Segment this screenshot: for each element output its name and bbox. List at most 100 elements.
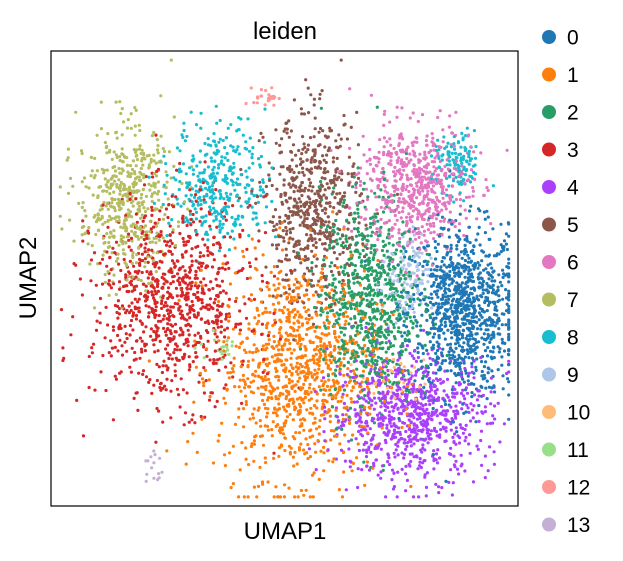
point-4 bbox=[441, 409, 445, 413]
point-1 bbox=[342, 356, 346, 361]
point-4 bbox=[492, 450, 496, 454]
point-3 bbox=[210, 391, 214, 395]
point-0 bbox=[500, 284, 504, 288]
point-2 bbox=[356, 211, 360, 215]
point-1 bbox=[292, 348, 296, 352]
point-3 bbox=[128, 259, 132, 263]
point-6 bbox=[389, 155, 393, 159]
point-2 bbox=[310, 261, 314, 265]
point-2 bbox=[391, 352, 395, 356]
point-1 bbox=[249, 380, 253, 384]
point-0 bbox=[454, 346, 458, 350]
point-2 bbox=[326, 311, 330, 315]
point-5 bbox=[295, 210, 299, 214]
point-3 bbox=[109, 354, 113, 358]
point-0 bbox=[485, 309, 489, 313]
point-7 bbox=[146, 207, 150, 211]
point-6 bbox=[430, 160, 434, 164]
point-7 bbox=[121, 248, 125, 252]
point-1 bbox=[255, 306, 259, 310]
point-3 bbox=[139, 347, 144, 351]
point-0 bbox=[422, 385, 426, 390]
point-8 bbox=[214, 215, 218, 219]
point-8 bbox=[204, 200, 208, 204]
point-1 bbox=[227, 376, 231, 380]
point-4 bbox=[432, 396, 436, 400]
point-1 bbox=[234, 344, 238, 348]
point-8 bbox=[244, 140, 248, 144]
point-9 bbox=[390, 272, 394, 276]
point-2 bbox=[357, 255, 361, 259]
point-5 bbox=[301, 221, 305, 225]
point-2 bbox=[399, 249, 403, 253]
point-1 bbox=[261, 344, 265, 348]
point-0 bbox=[462, 269, 466, 273]
point-8 bbox=[239, 204, 243, 208]
point-3 bbox=[192, 309, 196, 313]
point-7 bbox=[112, 206, 117, 210]
point-1 bbox=[310, 316, 314, 320]
point-4 bbox=[396, 369, 400, 373]
point-5 bbox=[297, 171, 301, 175]
point-0 bbox=[425, 318, 429, 322]
point-0 bbox=[488, 349, 493, 353]
point-5 bbox=[265, 192, 269, 196]
point-2 bbox=[411, 326, 415, 330]
point-6 bbox=[434, 217, 438, 221]
point-4 bbox=[404, 464, 408, 468]
point-3 bbox=[120, 344, 124, 348]
point-7 bbox=[152, 184, 156, 188]
point-8 bbox=[251, 217, 255, 221]
point-8 bbox=[218, 189, 222, 193]
point-5 bbox=[313, 116, 317, 120]
point-0 bbox=[430, 296, 434, 300]
point-0 bbox=[420, 313, 424, 317]
point-1 bbox=[266, 407, 270, 411]
point-1 bbox=[147, 359, 151, 363]
point-6 bbox=[443, 201, 447, 205]
point-1 bbox=[296, 495, 300, 499]
point-3 bbox=[149, 334, 153, 338]
point-3 bbox=[147, 311, 151, 315]
point-4 bbox=[481, 393, 485, 397]
point-1 bbox=[323, 333, 327, 337]
point-3 bbox=[137, 371, 141, 375]
point-9 bbox=[416, 291, 420, 295]
point-3 bbox=[244, 316, 249, 320]
point-0 bbox=[429, 362, 433, 367]
point-1 bbox=[297, 320, 301, 325]
point-0 bbox=[483, 376, 487, 380]
point-3 bbox=[187, 368, 191, 372]
point-0 bbox=[434, 274, 438, 278]
point-0 bbox=[482, 210, 486, 214]
point-0 bbox=[444, 324, 448, 328]
point-6 bbox=[418, 152, 422, 156]
point-7 bbox=[114, 130, 118, 134]
point-3 bbox=[140, 350, 144, 354]
point-7 bbox=[125, 126, 130, 130]
point-1 bbox=[281, 392, 285, 396]
point-10 bbox=[409, 371, 413, 375]
point-3 bbox=[141, 219, 145, 223]
point-1 bbox=[291, 435, 295, 439]
point-1 bbox=[337, 335, 341, 339]
point-1 bbox=[263, 406, 268, 410]
point-2 bbox=[354, 234, 358, 238]
point-5 bbox=[313, 237, 317, 241]
point-5 bbox=[318, 229, 322, 233]
point-4 bbox=[502, 422, 506, 426]
point-7 bbox=[148, 230, 152, 234]
point-0 bbox=[481, 288, 485, 292]
point-4 bbox=[385, 423, 389, 427]
point-0 bbox=[436, 242, 440, 246]
point-11 bbox=[193, 346, 197, 350]
point-1 bbox=[243, 394, 248, 398]
point-3 bbox=[165, 377, 169, 381]
point-5 bbox=[278, 172, 282, 176]
point-3 bbox=[186, 283, 190, 287]
point-2 bbox=[408, 315, 412, 319]
point-3 bbox=[186, 312, 190, 316]
point-8 bbox=[247, 197, 251, 201]
point-1 bbox=[355, 306, 359, 310]
point-6 bbox=[426, 228, 430, 232]
